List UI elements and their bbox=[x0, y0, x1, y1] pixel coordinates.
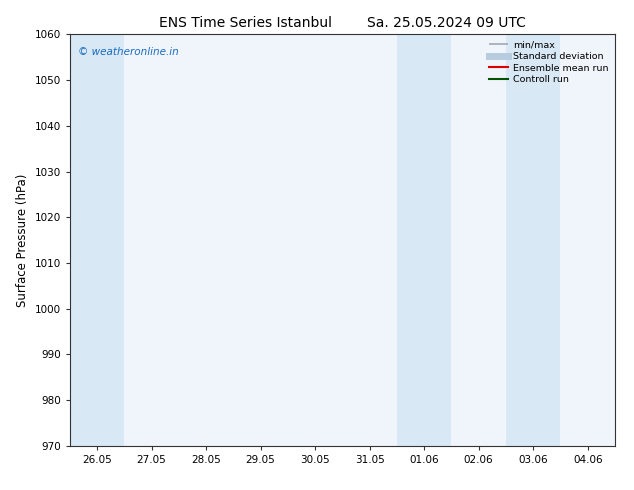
Y-axis label: Surface Pressure (hPa): Surface Pressure (hPa) bbox=[16, 173, 29, 307]
Text: © weatheronline.in: © weatheronline.in bbox=[78, 47, 179, 57]
Title: ENS Time Series Istanbul        Sa. 25.05.2024 09 UTC: ENS Time Series Istanbul Sa. 25.05.2024 … bbox=[159, 16, 526, 30]
Bar bbox=[70, 34, 124, 446]
Bar bbox=[397, 34, 451, 446]
Legend: min/max, Standard deviation, Ensemble mean run, Controll run: min/max, Standard deviation, Ensemble me… bbox=[488, 39, 611, 86]
Bar bbox=[506, 34, 560, 446]
